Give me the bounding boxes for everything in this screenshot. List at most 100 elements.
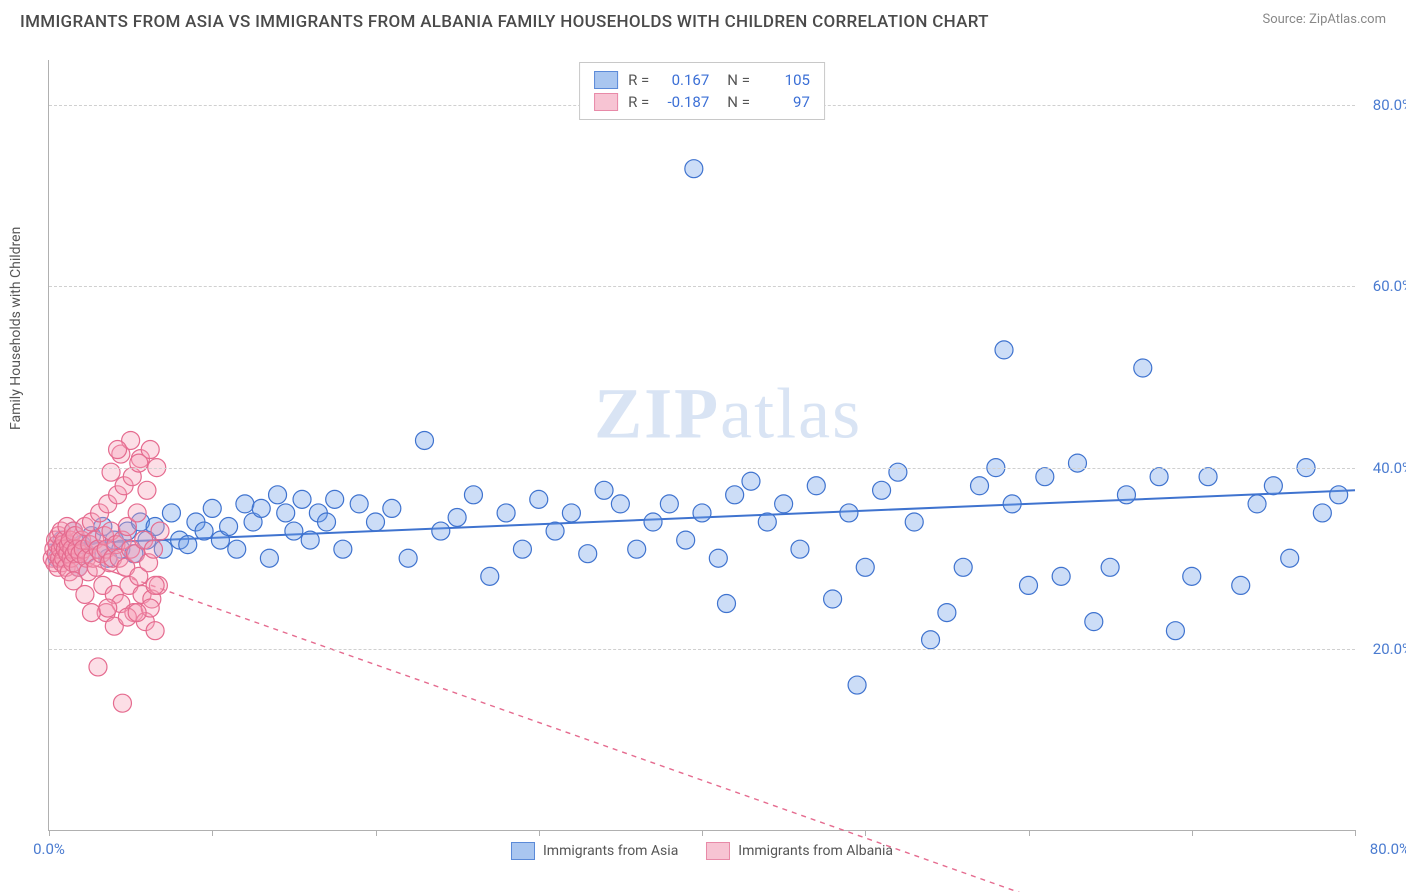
data-point [285,522,303,540]
data-point [76,585,94,603]
data-point [260,549,278,567]
x-tick [376,830,377,836]
data-point [146,576,164,594]
gridline [49,286,1355,287]
gridline [49,649,1355,650]
data-point [1330,486,1348,504]
data-point [1264,477,1282,495]
data-point [726,486,744,504]
data-point [709,549,727,567]
y-tick-label: 40.0% [1373,459,1406,477]
data-point [889,463,907,481]
data-point [334,540,352,558]
data-point [1232,576,1250,594]
legend-swatch [594,71,618,89]
data-point [448,508,466,526]
data-point [109,441,127,459]
data-point [856,558,874,576]
data-point [318,513,336,531]
x-tick [49,830,50,836]
data-point [530,490,548,508]
data-point [758,513,776,531]
data-point [579,545,597,563]
data-point [628,540,646,558]
data-point [432,522,450,540]
data-point [1036,468,1054,486]
data-point [138,481,156,499]
data-point [383,499,401,517]
x-tick [865,830,866,836]
legend-label: Immigrants from Albania [738,843,893,859]
legend-swatch [706,842,730,860]
data-point [1248,495,1266,513]
data-point [742,472,760,490]
data-point [144,540,162,558]
data-point [595,481,613,499]
data-point [840,504,858,522]
data-point [562,504,580,522]
data-point [848,676,866,694]
data-point [293,490,311,508]
data-point [228,540,246,558]
data-point [481,567,499,585]
data-point [203,499,221,517]
data-point [497,504,515,522]
data-point [1052,567,1070,585]
data-point [1020,576,1038,594]
x-tick [702,830,703,836]
legend-item: Immigrants from Albania [706,842,893,860]
data-point [399,549,417,567]
data-point [236,495,254,513]
data-point [905,513,923,531]
data-point [1166,622,1184,640]
data-point [350,495,368,513]
data-point [367,513,385,531]
data-point [611,495,629,513]
x-tick [539,830,540,836]
data-point [146,622,164,640]
x-tick [1355,830,1356,836]
data-point [791,540,809,558]
y-tick-label: 20.0% [1373,640,1406,658]
y-axis-label: Family Households with Children [8,227,24,430]
stat-r-value: 0.167 [659,69,709,91]
data-point [1068,454,1086,472]
data-point [873,481,891,499]
data-point [301,531,319,549]
data-point [89,658,107,676]
data-point [195,522,213,540]
data-point [151,522,169,540]
data-point [1085,613,1103,631]
data-point [82,604,100,622]
x-tick-label-min: 0.0% [33,840,65,858]
data-point [1134,359,1152,377]
stat-n-label: N = [727,91,750,113]
data-point [1117,486,1135,504]
data-point [1183,567,1201,585]
data-point [1313,504,1331,522]
data-point [660,495,678,513]
stat-r-label: R = [628,69,649,91]
gridline [49,468,1355,469]
data-point [685,160,703,178]
x-tick-label-max: 80.0% [1370,840,1406,858]
x-tick [1192,830,1193,836]
chart-title: IMMIGRANTS FROM ASIA VS IMMIGRANTS FROM … [20,12,989,32]
legend-swatch [594,93,618,111]
stat-n-value: 97 [760,91,810,113]
data-point [824,590,842,608]
data-point [269,486,287,504]
data-point [1199,468,1217,486]
x-tick [212,830,213,836]
source-attribution: Source: ZipAtlas.com [1262,12,1386,27]
correlation-stats-box: R =0.167N =105R =-0.187N =97 [579,62,825,120]
data-point [99,599,117,617]
stat-r-label: R = [628,91,649,113]
data-point [1003,495,1021,513]
data-point [1281,549,1299,567]
stat-n-label: N = [727,69,750,91]
data-point [326,490,344,508]
chart-plot-area: ZIPatlas R =0.167N =105R =-0.187N =97 Im… [48,60,1355,831]
data-point [162,504,180,522]
legend-bottom: Immigrants from AsiaImmigrants from Alba… [511,842,893,860]
